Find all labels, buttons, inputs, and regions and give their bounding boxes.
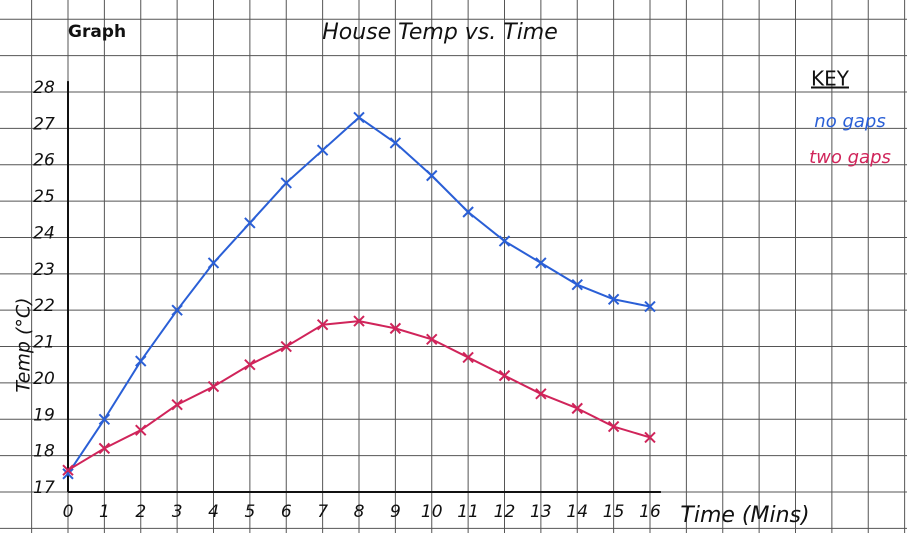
x-tick-label: 16 <box>639 502 661 522</box>
point-marker <box>498 235 511 247</box>
point-marker <box>207 380 220 393</box>
point-marker <box>389 322 402 335</box>
y-tick-label: 20 <box>33 369 55 389</box>
x-tick-label: 13 <box>530 502 552 522</box>
x-tick-label: 1 <box>99 502 110 522</box>
point-marker <box>571 279 583 291</box>
x-tick-label: 2 <box>135 502 146 522</box>
point-marker <box>426 169 438 182</box>
y-tick-label: 24 <box>33 223 55 243</box>
point-marker <box>644 300 656 313</box>
x-tick-label: 14 <box>566 502 588 522</box>
point-marker <box>171 304 183 316</box>
x-tick-label: 9 <box>390 502 401 522</box>
point-marker <box>98 413 111 425</box>
x-tick-label: 15 <box>603 502 625 522</box>
x-tick-label: 0 <box>63 502 74 522</box>
chart-title: House Temp vs. Time <box>322 20 558 45</box>
point-marker <box>62 468 74 480</box>
y-tick-label: 17 <box>33 478 55 498</box>
point-marker <box>62 464 74 476</box>
point-marker <box>426 333 438 345</box>
point-marker <box>498 369 511 382</box>
x-tick-label: 7 <box>317 502 328 522</box>
x-axis-label: Time (Mins) <box>680 503 809 528</box>
y-tick-label: 22 <box>33 296 55 316</box>
point-marker <box>353 111 365 124</box>
legend-entry: no gaps <box>814 111 885 132</box>
point-marker <box>607 293 620 305</box>
point-marker <box>135 355 147 367</box>
point-marker <box>244 359 256 371</box>
y-axis-label: Temp (°C) <box>13 297 35 392</box>
point-marker <box>462 351 474 364</box>
y-tick-label: 21 <box>33 333 55 353</box>
point-marker <box>644 431 656 444</box>
x-tick-label: 12 <box>494 502 516 522</box>
y-tick-label: 28 <box>33 78 55 98</box>
x-tick-label: 6 <box>281 502 292 522</box>
point-marker <box>135 424 147 436</box>
point-marker <box>207 257 220 269</box>
x-tick-label: 11 <box>457 502 479 522</box>
header: Graph <box>68 22 126 42</box>
y-tick-label: 19 <box>33 405 55 425</box>
x-tick-label: 5 <box>244 502 255 522</box>
point-marker <box>607 420 620 433</box>
x-tick-label: 8 <box>354 502 365 522</box>
y-tick-label: 27 <box>33 114 55 134</box>
x-tick-label: 3 <box>172 502 183 522</box>
point-marker <box>462 206 474 218</box>
x-tick-label: 10 <box>421 502 443 522</box>
point-marker <box>316 144 329 156</box>
point-marker <box>389 137 402 149</box>
point-marker <box>535 388 547 400</box>
y-tick-label: 23 <box>33 260 55 280</box>
point-marker <box>280 177 292 189</box>
point-marker <box>571 402 583 415</box>
y-tick-label: 25 <box>33 187 55 207</box>
y-tick-label: 18 <box>33 442 55 462</box>
y-tick-label: 26 <box>33 151 55 171</box>
point-marker <box>244 217 256 229</box>
legend-entry: two gaps <box>809 147 891 168</box>
point-marker <box>316 319 329 331</box>
point-marker <box>535 257 547 269</box>
x-tick-label: 4 <box>208 502 219 522</box>
point-marker <box>353 315 365 327</box>
point-marker <box>171 399 183 411</box>
legend-title: KEY <box>811 67 850 91</box>
point-marker <box>280 340 292 353</box>
point-marker <box>98 442 111 455</box>
